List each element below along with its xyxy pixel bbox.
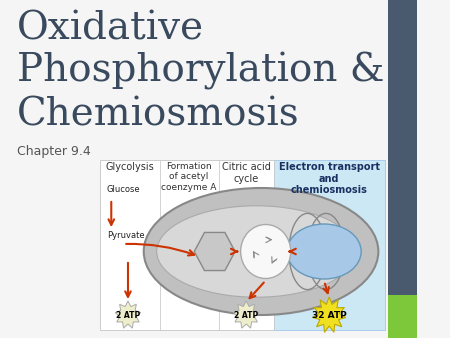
Text: 2 ATP: 2 ATP [116,311,140,319]
Text: 32 ATP: 32 ATP [312,311,346,319]
Circle shape [241,224,291,279]
Ellipse shape [144,188,378,315]
Polygon shape [115,301,141,328]
Polygon shape [313,297,346,332]
Text: Electron transport
and
chemiosmosis: Electron transport and chemiosmosis [279,162,380,195]
Text: Chemiosmosis: Chemiosmosis [17,96,299,133]
Text: Pyruvate: Pyruvate [107,231,144,240]
Text: Oxidative: Oxidative [17,10,204,47]
Polygon shape [194,233,235,270]
Bar [100,160,385,330]
Text: Formation
of acetyl
coenzyme A: Formation of acetyl coenzyme A [162,162,217,192]
Bar [387,0,417,295]
Text: Chapter 9.4: Chapter 9.4 [17,145,90,158]
Text: Phosphorylation &: Phosphorylation & [17,52,384,90]
Text: Citric acid
cycle: Citric acid cycle [222,162,270,184]
Ellipse shape [157,206,356,297]
Ellipse shape [287,224,361,279]
Text: Glucose: Glucose [107,185,140,194]
Text: 2 ATP: 2 ATP [234,311,258,319]
Bar [274,160,385,330]
Text: Glycolysis: Glycolysis [105,162,154,172]
Polygon shape [234,301,259,328]
Bar [387,295,417,338]
